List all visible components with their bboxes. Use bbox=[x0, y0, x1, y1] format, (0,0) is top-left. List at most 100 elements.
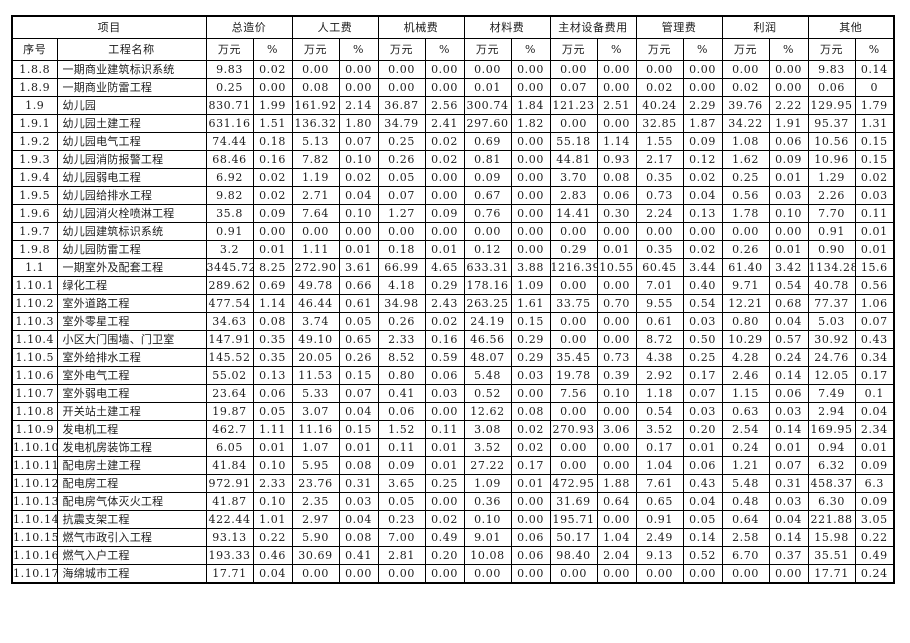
cell-percent: 0.07 bbox=[338, 132, 379, 151]
cell-amount: 19.78 bbox=[549, 366, 598, 385]
cell-percent: 0.15 bbox=[854, 150, 895, 169]
cell-amount: 27.22 bbox=[463, 456, 512, 475]
cell-amount: 24.19 bbox=[463, 312, 512, 331]
cell-amount: 3.07 bbox=[291, 402, 340, 421]
cell-amount: 0.05 bbox=[377, 492, 426, 511]
cell-percent: 0.09 bbox=[682, 132, 723, 151]
cell-amount: 9.71 bbox=[721, 276, 770, 295]
cell-percent: 3.44 bbox=[682, 258, 723, 277]
cell-percent: 0.00 bbox=[510, 132, 551, 151]
cell-amount: 14.41 bbox=[549, 204, 598, 223]
cell-amount: 1134.28 bbox=[807, 258, 856, 277]
cell-amount: 422.44 bbox=[205, 510, 254, 529]
table-row: 1.10.10 发电机房装饰工程 6.05 0.01 1.07 0.01 0.11 0.01 3… bbox=[11, 438, 895, 457]
cell-percent: 0.24 bbox=[854, 564, 895, 584]
cell-percent: 1.06 bbox=[854, 294, 895, 313]
cell-percent: 0.01 bbox=[252, 438, 293, 457]
cell-percent: 0.25 bbox=[682, 348, 723, 367]
cell-amount: 462.7 bbox=[205, 420, 254, 439]
cell-amount: 0.94 bbox=[807, 438, 856, 457]
cell-percent: 1.14 bbox=[252, 294, 293, 313]
row-seq: 1.10.11 bbox=[11, 456, 58, 475]
cell-amount: 0.41 bbox=[377, 384, 426, 403]
table-row: 1.10.3 室外零星工程 34.63 0.08 3.74 0.05 0.26 0.02 24.… bbox=[11, 312, 895, 331]
cell-amount: 0.65 bbox=[635, 492, 684, 511]
table-row: 1.9.1 幼儿园土建工程 631.16 1.51 136.32 1.80 34.79 2.4… bbox=[11, 114, 895, 133]
cell-amount: 0.90 bbox=[807, 240, 856, 259]
cell-percent: 15.6 bbox=[854, 258, 895, 277]
cell-amount: 6.05 bbox=[205, 438, 254, 457]
cell-percent: 0.00 bbox=[596, 402, 637, 421]
table-header: 项目 总造价 人工费 机械费 材料费 主材设备费用 管理费 利润 其他 序号 工… bbox=[11, 15, 895, 61]
cell-amount: 9.55 bbox=[635, 294, 684, 313]
cell-percent: 0.06 bbox=[768, 132, 809, 151]
cell-percent: 0.00 bbox=[510, 78, 551, 97]
cell-percent: 0.35 bbox=[252, 348, 293, 367]
cell-percent: 0.00 bbox=[424, 564, 465, 584]
cell-percent: 0.02 bbox=[682, 168, 723, 187]
cell-amount: 2.26 bbox=[807, 186, 856, 205]
cell-percent: 0.22 bbox=[854, 528, 895, 547]
header-total-cost: 总造价 bbox=[205, 15, 293, 39]
row-seq: 1.9.2 bbox=[11, 132, 58, 151]
cell-amount: 1.19 bbox=[291, 168, 340, 187]
cell-percent: 0.24 bbox=[768, 348, 809, 367]
row-seq: 1.9.1 bbox=[11, 114, 58, 133]
row-seq: 1.10.5 bbox=[11, 348, 58, 367]
cost-breakdown-table: 项目 总造价 人工费 机械费 材料费 主材设备费用 管理费 利润 其他 序号 工… bbox=[11, 15, 896, 584]
cell-amount: 0.00 bbox=[549, 276, 598, 295]
cell-amount: 0.09 bbox=[463, 168, 512, 187]
row-name: 绿化工程 bbox=[56, 276, 207, 295]
cell-amount: 0.25 bbox=[205, 78, 254, 97]
cell-percent: 0.01 bbox=[338, 438, 379, 457]
cell-amount: 3445.72 bbox=[205, 258, 254, 277]
row-name: 室外道路工程 bbox=[56, 294, 207, 313]
cell-amount: 49.78 bbox=[291, 276, 340, 295]
cell-percent: 0.00 bbox=[338, 222, 379, 241]
row-name: 幼儿园土建工程 bbox=[56, 114, 207, 133]
cell-percent: 0.00 bbox=[596, 312, 637, 331]
cell-percent: 0.52 bbox=[682, 546, 723, 565]
header-main-equipment-cost: 主材设备费用 bbox=[549, 15, 637, 39]
cell-amount: 0.00 bbox=[549, 60, 598, 79]
cell-percent: 0.01 bbox=[252, 240, 293, 259]
cell-amount: 633.31 bbox=[463, 258, 512, 277]
cell-percent: 0.54 bbox=[768, 276, 809, 295]
cell-percent: 0.04 bbox=[682, 186, 723, 205]
cell-amount: 0.08 bbox=[291, 78, 340, 97]
cell-amount: 7.64 bbox=[291, 204, 340, 223]
cell-amount: 12.62 bbox=[463, 402, 512, 421]
header-percent: % bbox=[596, 38, 637, 61]
cell-amount: 0.00 bbox=[635, 60, 684, 79]
cell-percent: 0.00 bbox=[596, 276, 637, 295]
row-name: 燃气市政引入工程 bbox=[56, 528, 207, 547]
cell-amount: 631.16 bbox=[205, 114, 254, 133]
cell-percent: 1.11 bbox=[252, 420, 293, 439]
cell-percent: 1.31 bbox=[854, 114, 895, 133]
cost-table-container: 项目 总造价 人工费 机械费 材料费 主材设备费用 管理费 利润 其他 序号 工… bbox=[11, 15, 896, 584]
row-name: 一期室外及配套工程 bbox=[56, 258, 207, 277]
cell-amount: 0.00 bbox=[549, 456, 598, 475]
header-percent: % bbox=[768, 38, 809, 61]
cell-percent: 0.39 bbox=[596, 366, 637, 385]
cell-percent: 0.17 bbox=[682, 366, 723, 385]
cell-amount: 178.16 bbox=[463, 276, 512, 295]
header-project: 项目 bbox=[11, 15, 207, 39]
row-name: 配电房气体灭火工程 bbox=[56, 492, 207, 511]
cell-percent: 10.55 bbox=[596, 258, 637, 277]
table-row: 1.10.7 室外弱电工程 23.64 0.06 5.33 0.07 0.41 0.03 0.5… bbox=[11, 384, 895, 403]
cell-amount: 1.21 bbox=[721, 456, 770, 475]
cell-percent: 0.01 bbox=[424, 240, 465, 259]
cell-amount: 0.00 bbox=[635, 222, 684, 241]
cell-amount: 1.15 bbox=[721, 384, 770, 403]
cell-amount: 34.98 bbox=[377, 294, 426, 313]
cell-percent: 0.02 bbox=[252, 60, 293, 79]
cell-percent: 0.00 bbox=[596, 330, 637, 349]
header-percent: % bbox=[424, 38, 465, 61]
cell-percent: 0.01 bbox=[424, 438, 465, 457]
cell-percent: 0.09 bbox=[252, 204, 293, 223]
cell-amount: 31.69 bbox=[549, 492, 598, 511]
cell-percent: 0.10 bbox=[768, 204, 809, 223]
cell-percent: 3.88 bbox=[510, 258, 551, 277]
cell-amount: 0.26 bbox=[721, 240, 770, 259]
